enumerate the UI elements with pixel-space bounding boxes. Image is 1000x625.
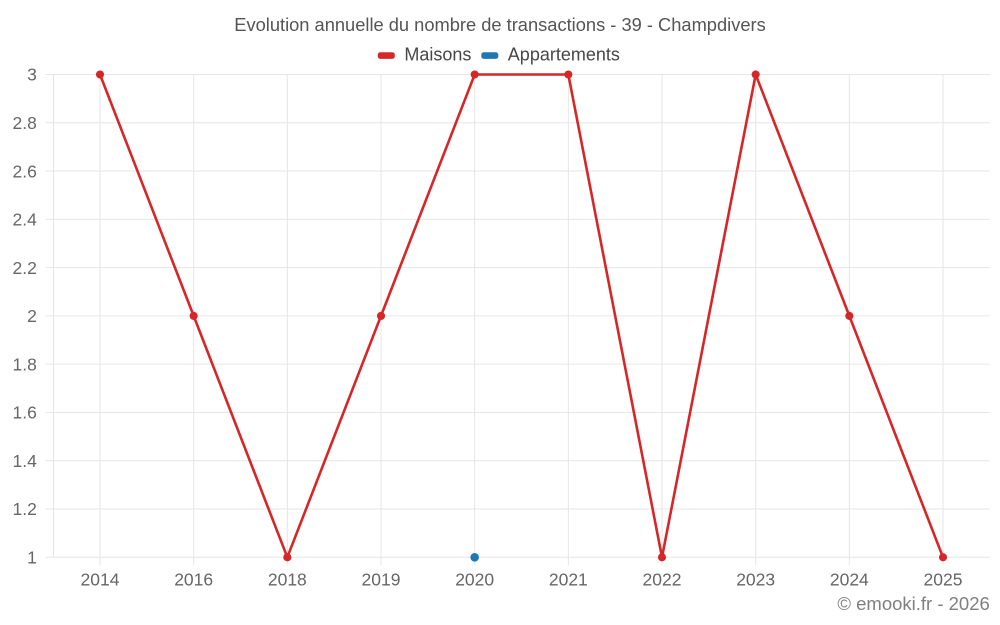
svg-text:2.6: 2.6 bbox=[12, 161, 36, 181]
svg-text:3: 3 bbox=[27, 65, 37, 85]
svg-text:1.2: 1.2 bbox=[12, 499, 36, 519]
svg-text:2018: 2018 bbox=[268, 570, 307, 590]
svg-text:2021: 2021 bbox=[549, 570, 588, 590]
svg-text:2019: 2019 bbox=[362, 570, 401, 590]
svg-text:2.8: 2.8 bbox=[12, 113, 36, 133]
svg-text:2024: 2024 bbox=[830, 570, 869, 590]
svg-text:2023: 2023 bbox=[736, 570, 775, 590]
svg-text:2020: 2020 bbox=[455, 570, 494, 590]
svg-text:1.6: 1.6 bbox=[12, 403, 36, 423]
svg-text:1: 1 bbox=[27, 548, 37, 568]
svg-text:1.4: 1.4 bbox=[12, 451, 37, 471]
svg-text:2.2: 2.2 bbox=[12, 258, 36, 278]
svg-text:1.8: 1.8 bbox=[12, 354, 36, 374]
svg-text:2014: 2014 bbox=[81, 570, 120, 590]
svg-text:© emooki.fr - 2026: © emooki.fr - 2026 bbox=[837, 593, 989, 614]
svg-text:2: 2 bbox=[27, 306, 37, 326]
svg-text:Maisons: Maisons bbox=[404, 45, 471, 65]
svg-text:2025: 2025 bbox=[924, 570, 963, 590]
svg-text:Evolution annuelle du nombre d: Evolution annuelle du nombre de transact… bbox=[234, 14, 765, 35]
svg-text:2.4: 2.4 bbox=[12, 210, 37, 230]
svg-text:Appartements: Appartements bbox=[508, 45, 620, 65]
svg-text:2022: 2022 bbox=[643, 570, 682, 590]
svg-text:2016: 2016 bbox=[174, 570, 213, 590]
